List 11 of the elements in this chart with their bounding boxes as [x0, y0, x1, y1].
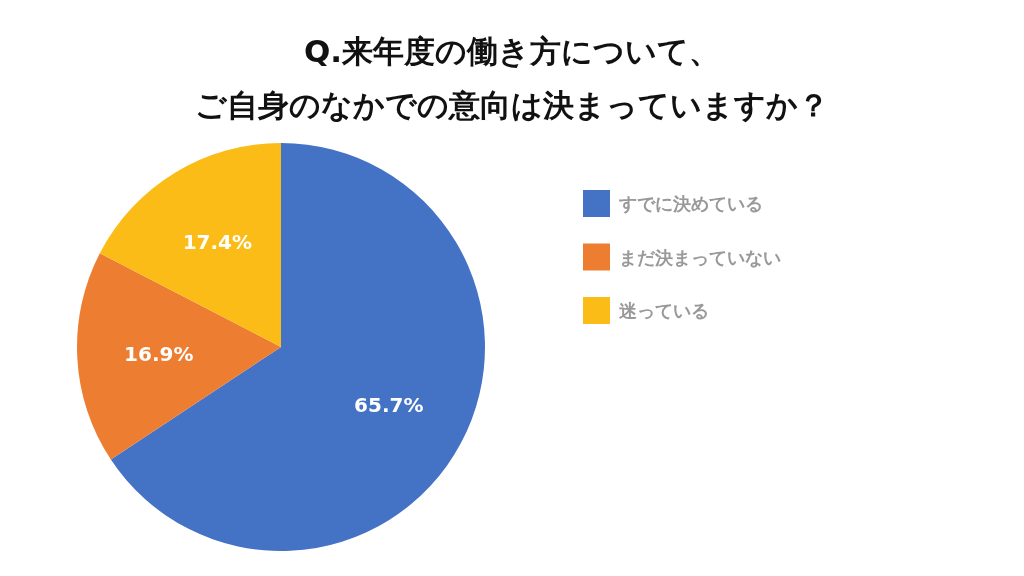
pie-slice	[77, 253, 281, 460]
pie-slice	[99, 143, 281, 347]
legend-label: 迷っている	[618, 300, 709, 322]
data-label: 65.7%	[354, 392, 424, 417]
data-label: 17.4%	[182, 230, 253, 255]
data-label: 16.9%	[124, 341, 194, 366]
chart-subtitle: ご自身のなかでの意向は決まっていますか？	[195, 87, 829, 123]
chart-title: Q.来年度の働き方について、	[303, 33, 721, 69]
pie-slice	[110, 143, 485, 551]
legend-label: すでに決めている	[618, 193, 763, 215]
legend-label: まだ決まっていない	[619, 246, 781, 268]
